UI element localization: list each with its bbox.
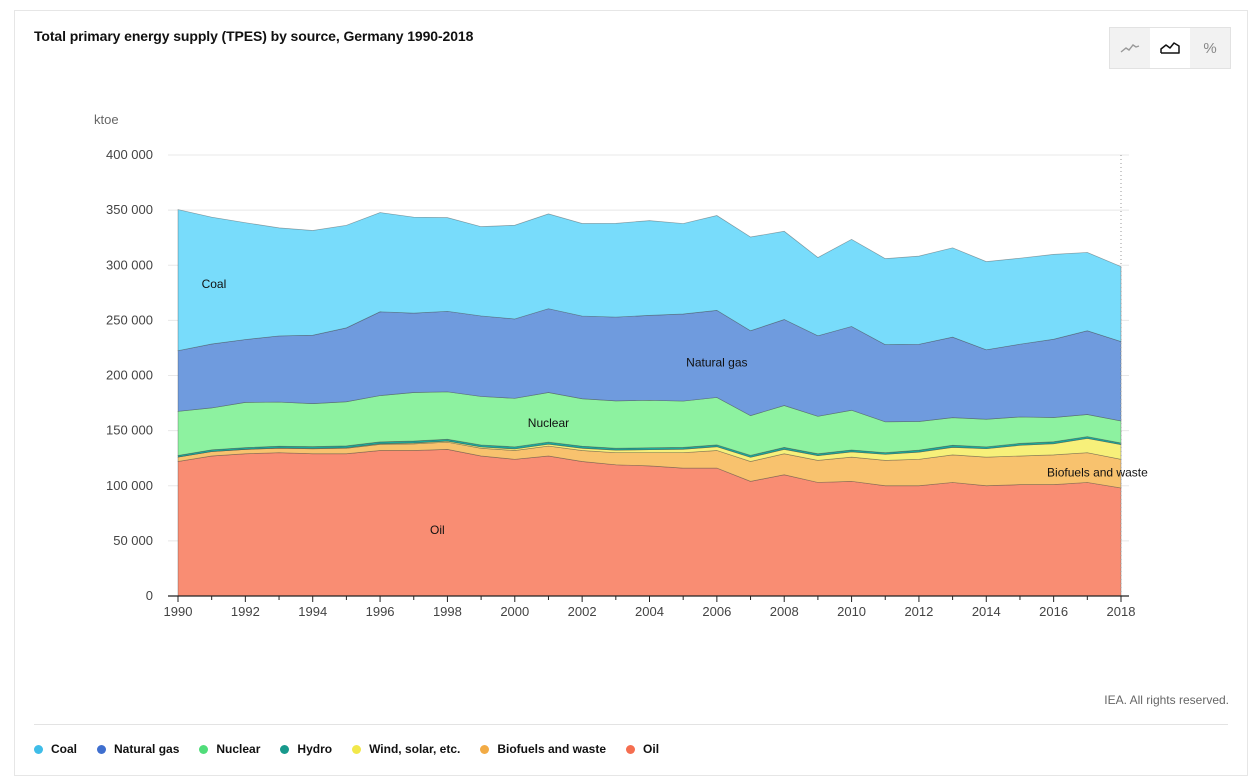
legend-item-hydro[interactable]: Hydro — [280, 742, 332, 756]
x-tick-label: 2018 — [1107, 604, 1136, 619]
legend-swatch — [280, 744, 290, 754]
x-tick-label: 2016 — [1039, 604, 1068, 619]
legend-item-nuclear[interactable]: Nuclear — [199, 742, 260, 756]
legend-label: Wind, solar, etc. — [369, 742, 461, 756]
y-tick-label: 350 000 — [106, 202, 153, 217]
area-label-nuclear: Nuclear — [528, 416, 569, 430]
legend-item-wind-solar-etc[interactable]: Wind, solar, etc. — [352, 742, 460, 756]
line-chart-button[interactable] — [1110, 28, 1150, 68]
legend-label: Oil — [643, 742, 660, 756]
legend-swatch — [97, 744, 107, 754]
x-tick-label: 2014 — [972, 604, 1001, 619]
y-tick-label: 50 000 — [113, 533, 153, 548]
legend-item-natural-gas[interactable]: Natural gas — [97, 742, 179, 756]
x-tick-label: 1990 — [164, 604, 193, 619]
y-axis-label: ktoe — [94, 112, 119, 127]
legend-item-oil[interactable]: Oil — [626, 742, 659, 756]
x-tick-label: 2004 — [635, 604, 664, 619]
legend-item-biofuels-and-waste[interactable]: Biofuels and waste — [480, 742, 606, 756]
copyright-notice: IEA. All rights reserved. — [1104, 693, 1229, 707]
y-tick-label: 400 000 — [106, 147, 153, 162]
area-label-coal: Coal — [202, 277, 227, 291]
x-tick-label: 2002 — [568, 604, 597, 619]
x-tick-label: 1996 — [366, 604, 395, 619]
chart-legend: Coal Natural gas Nuclear Hydro Wind, solar, … — [34, 742, 659, 756]
y-tick-label: 150 000 — [106, 423, 153, 438]
legend-swatch — [352, 744, 362, 754]
legend-swatch — [34, 744, 43, 754]
area-chart-icon — [1160, 42, 1180, 54]
x-tick-label: 2000 — [500, 604, 529, 619]
x-tick-label: 2010 — [837, 604, 866, 619]
line-chart-icon — [1120, 44, 1140, 53]
legend-swatch — [199, 744, 209, 754]
legend-label: Nuclear — [216, 742, 261, 756]
legend-label: Coal — [51, 742, 78, 756]
legend-item-coal[interactable]: Coal — [34, 742, 77, 756]
area-label-natural-gas: Natural gas — [686, 355, 747, 369]
y-tick-label: 300 000 — [106, 257, 153, 272]
area-label-oil: Oil — [430, 523, 445, 537]
y-tick-label: 100 000 — [106, 478, 153, 493]
percent-button[interactable]: % — [1203, 39, 1217, 57]
x-tick-label: 2006 — [702, 604, 731, 619]
legend-swatch — [626, 744, 636, 754]
x-tick-label: 2012 — [904, 604, 933, 619]
y-tick-label: 200 000 — [106, 368, 153, 383]
series-area-coal — [177, 209, 1122, 352]
x-tick-label: 2008 — [770, 604, 799, 619]
x-tick-label: 1994 — [298, 604, 327, 619]
y-tick-label: 250 000 — [106, 312, 153, 327]
legend-swatch — [480, 744, 490, 754]
legend-label: Hydro — [297, 742, 333, 756]
chart-type-toggle: % — [1109, 27, 1231, 69]
chart-title: Total primary energy supply (TPES) by so… — [34, 28, 474, 44]
area-chart-button[interactable] — [1150, 28, 1190, 68]
series-area-hydro — [177, 436, 1122, 458]
legend-label: Biofuels and waste — [497, 742, 607, 756]
area-label-biofuels-and-waste: Biofuels and waste — [1047, 466, 1148, 480]
y-tick-label: 0 — [146, 588, 153, 603]
x-tick-label: 1992 — [231, 604, 260, 619]
x-tick-label: 1998 — [433, 604, 462, 619]
legend-divider — [34, 724, 1228, 725]
legend-label: Natural gas — [114, 742, 180, 756]
